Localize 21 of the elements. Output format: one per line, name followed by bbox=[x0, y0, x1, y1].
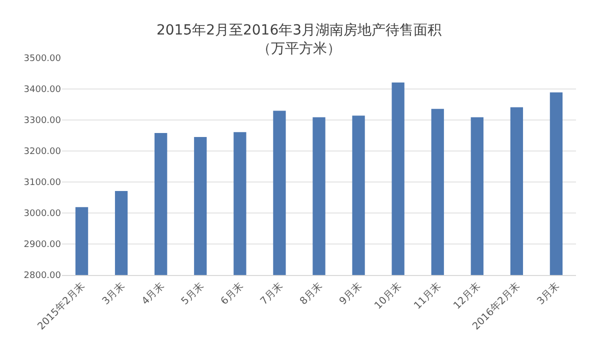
y-tick-label: 2800.00 bbox=[24, 271, 62, 282]
chart-subtitle: （万平方米） bbox=[257, 40, 341, 57]
y-tick-label: 3500.00 bbox=[24, 54, 62, 64]
y-tick-label: 2900.00 bbox=[24, 240, 62, 250]
y-tick-label: 3100.00 bbox=[24, 178, 62, 188]
y-tick-label: 3000.00 bbox=[24, 209, 62, 220]
y-tick-label: 3400.00 bbox=[24, 85, 62, 96]
x-tick-label: 3月末 bbox=[100, 280, 127, 308]
x-tick-label: 11月末 bbox=[412, 280, 444, 312]
y-tick-label: 3200.00 bbox=[24, 147, 62, 158]
x-tick-label: 8月末 bbox=[298, 280, 325, 308]
x-tick-label: 5月末 bbox=[178, 280, 206, 308]
y-tick-label: 3300.00 bbox=[24, 116, 62, 126]
x-tick-label: 10月末 bbox=[372, 280, 404, 312]
x-tick-label: 12月末 bbox=[451, 280, 483, 312]
x-tick-label: 9月末 bbox=[337, 280, 364, 308]
x-tick-label: 7月末 bbox=[258, 280, 286, 308]
chart-title: 2015年2月至2016年3月湖南房地产待售面积 bbox=[156, 22, 442, 39]
x-tick-label: 3月末 bbox=[534, 280, 562, 308]
x-tick-label: 4月末 bbox=[139, 280, 167, 308]
x-tick-label: 6月末 bbox=[218, 280, 246, 308]
